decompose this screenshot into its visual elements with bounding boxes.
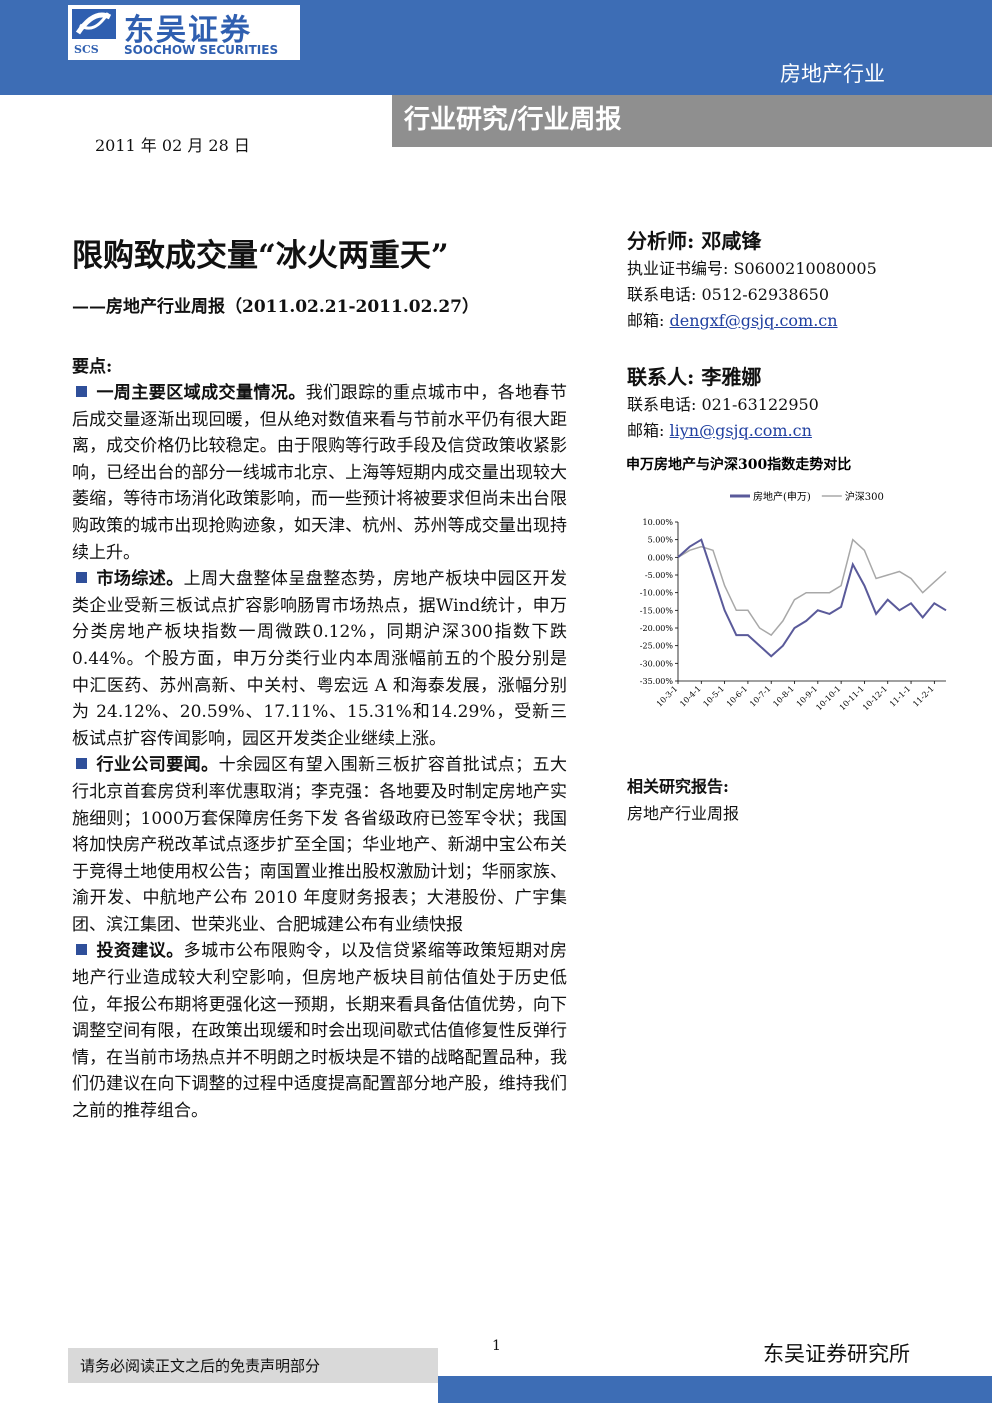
key-point: 行业公司要闻。十余园区有望入围新三板扩容首批试点；五大行北京首套房贷利率优惠取消… xyxy=(72,752,567,938)
x-tick-label: 10-5-1 xyxy=(701,684,726,709)
key-point-text: 我们跟踪的重点城市中，各地春节后成交量逐渐出现回暖，但从绝对数值来看与节前水平仍… xyxy=(72,383,568,563)
x-tick-label: 11-1-1 xyxy=(888,684,913,709)
report-type-band xyxy=(392,95,992,147)
contact-email-row: 邮箱: liyn@gsjq.com.cn xyxy=(627,418,957,444)
logo-cn: 东吴证券 xyxy=(124,13,252,48)
logo-mark-text: SCS xyxy=(74,43,99,56)
key-point-lead: 行业公司要闻。 xyxy=(96,755,219,776)
analyst-cert: 执业证书编号: S0600210080005 xyxy=(627,259,877,278)
bullet xyxy=(76,386,87,397)
analyst-phone: 联系电话: 0512-62938650 xyxy=(627,285,830,304)
key-point-list: 一周主要区域成交量情况。我们跟踪的重点城市中，各地春节后成交量逐渐出现回暖，但从… xyxy=(72,380,567,1125)
x-tick-label: 10-4-1 xyxy=(678,684,703,709)
subtitle: ——房地产行业周报（2011.02.21-2011.02.27） xyxy=(72,297,479,317)
legend-label: 房地产(申万) xyxy=(753,490,811,503)
x-tick-label: 10-12-1 xyxy=(861,684,889,712)
footer-band xyxy=(438,1376,992,1403)
key-point: 一周主要区域成交量情况。我们跟踪的重点城市中，各地春节后成交量逐渐出现回暖，但从… xyxy=(72,380,567,566)
bullet xyxy=(76,758,87,770)
email-link[interactable]: dengxf@gsjq.com.cn xyxy=(669,311,838,330)
chart-title: 申万房地产与沪深300指数走势对比 xyxy=(626,456,851,473)
related-heading: 相关研究报告: xyxy=(627,777,729,796)
x-tick-label: 10-11-1 xyxy=(838,684,866,712)
date: 2011 年 02 月 28 日 xyxy=(95,136,250,155)
x-tick-label: 10-3-1 xyxy=(655,684,680,709)
bullet xyxy=(76,944,87,956)
y-tick-label: -30.00% xyxy=(640,659,674,668)
key-point-lead: 一周主要区域成交量情况。 xyxy=(96,383,306,403)
related-item: 房地产行业周报 xyxy=(627,804,740,823)
key-point-text: 多城市公布限购令，以及信贷紧缩等政策短期对房地产行业造成较大利空影响，但房地产板… xyxy=(72,941,568,1122)
chart: 申万房地产与沪深300指数走势对比 房地产(申万) 沪深300 10.00% 5.00… xyxy=(626,456,947,712)
disclaimer-box xyxy=(68,1348,438,1383)
email-label: 邮箱: xyxy=(627,311,665,330)
analyst: 分析师: 邓咸锋 执业证书编号: S0600210080005 联系电话: 05… xyxy=(627,226,957,444)
page-number: 1 xyxy=(492,1338,501,1354)
key-point-text: 上周大盘整体呈盘整态势，房地产板块中园区开发类企业受新三板试点扩容影响肠胃市场热… xyxy=(72,569,568,749)
series-line xyxy=(677,538,947,637)
analyst-heading: 分析师: 邓咸锋 xyxy=(627,229,762,253)
x-tick-label: 11-2-1 xyxy=(911,684,936,709)
y-tick-label: -25.00% xyxy=(640,642,674,651)
report-type: 行业研究/行业周报 xyxy=(404,105,622,135)
key-points: 要点: 一周主要区域成交量情况。我们跟踪的重点城市中，各地春节后成交量逐渐出现回… xyxy=(72,354,567,1125)
y-tick-label: 10.00% xyxy=(642,518,673,527)
key-point: 投资建议。多城市公布限购令，以及信贷紧缩等政策短期对房地产行业造成较大利空影响，… xyxy=(72,938,567,1124)
y-tick-label: -15.00% xyxy=(640,606,674,615)
key-point-lead: 投资建议。 xyxy=(96,941,184,962)
logo-mark: SCS xyxy=(72,9,116,56)
y-tick-label: -10.00% xyxy=(640,589,674,598)
legend-label: 沪深300 xyxy=(845,490,884,503)
industry: 房地产行业 xyxy=(780,62,885,86)
contact-phone: 联系电话: 021-63122950 xyxy=(627,395,819,414)
email-link[interactable]: liyn@gsjq.com.cn xyxy=(669,421,812,440)
logo: SCS 东吴证券 SOOCHOW SECURITIES xyxy=(68,5,300,60)
contact-heading: 联系人: 李雅娜 xyxy=(627,365,762,389)
y-tick-label: 0.00% xyxy=(648,553,674,562)
email-label: 邮箱: xyxy=(627,421,665,440)
x-tick-label: 10-10-1 xyxy=(814,684,842,712)
disclaimer: 请务必阅读正文之后的免责声明部分 xyxy=(80,1357,321,1375)
x-tick-label: 10-6-1 xyxy=(725,684,750,709)
y-tick-label: 5.00% xyxy=(648,536,674,545)
key-points-heading: 要点: xyxy=(72,357,113,377)
key-point-text: 十余园区有望入围新三板扩容首批试点；五大行北京首套房贷利率优惠取消；李克强：各地… xyxy=(72,755,568,935)
series-line xyxy=(677,538,947,658)
x-tick-label: 10-8-1 xyxy=(771,684,796,709)
title: 限购致成交量“冰火两重天” xyxy=(72,238,449,274)
key-point: 市场综述。上周大盘整体呈盘整态势，房地产板块中园区开发类企业受新三板试点扩容影响… xyxy=(72,566,567,752)
x-tick-label: 10-7-1 xyxy=(748,684,773,709)
related: 相关研究报告: 房地产行业周报 xyxy=(627,773,739,827)
y-tick-label: -5.00% xyxy=(645,571,674,580)
key-point-lead: 市场综述。 xyxy=(96,569,184,590)
analyst-email-row: 邮箱: dengxf@gsjq.com.cn xyxy=(627,308,957,334)
y-tick-label: -35.00% xyxy=(640,677,674,686)
logo-en: SOOCHOW SECURITIES xyxy=(124,43,279,57)
institute: 东吴证券研究所 xyxy=(763,1342,910,1366)
y-tick-label: -20.00% xyxy=(640,624,674,633)
bullet xyxy=(76,572,87,584)
